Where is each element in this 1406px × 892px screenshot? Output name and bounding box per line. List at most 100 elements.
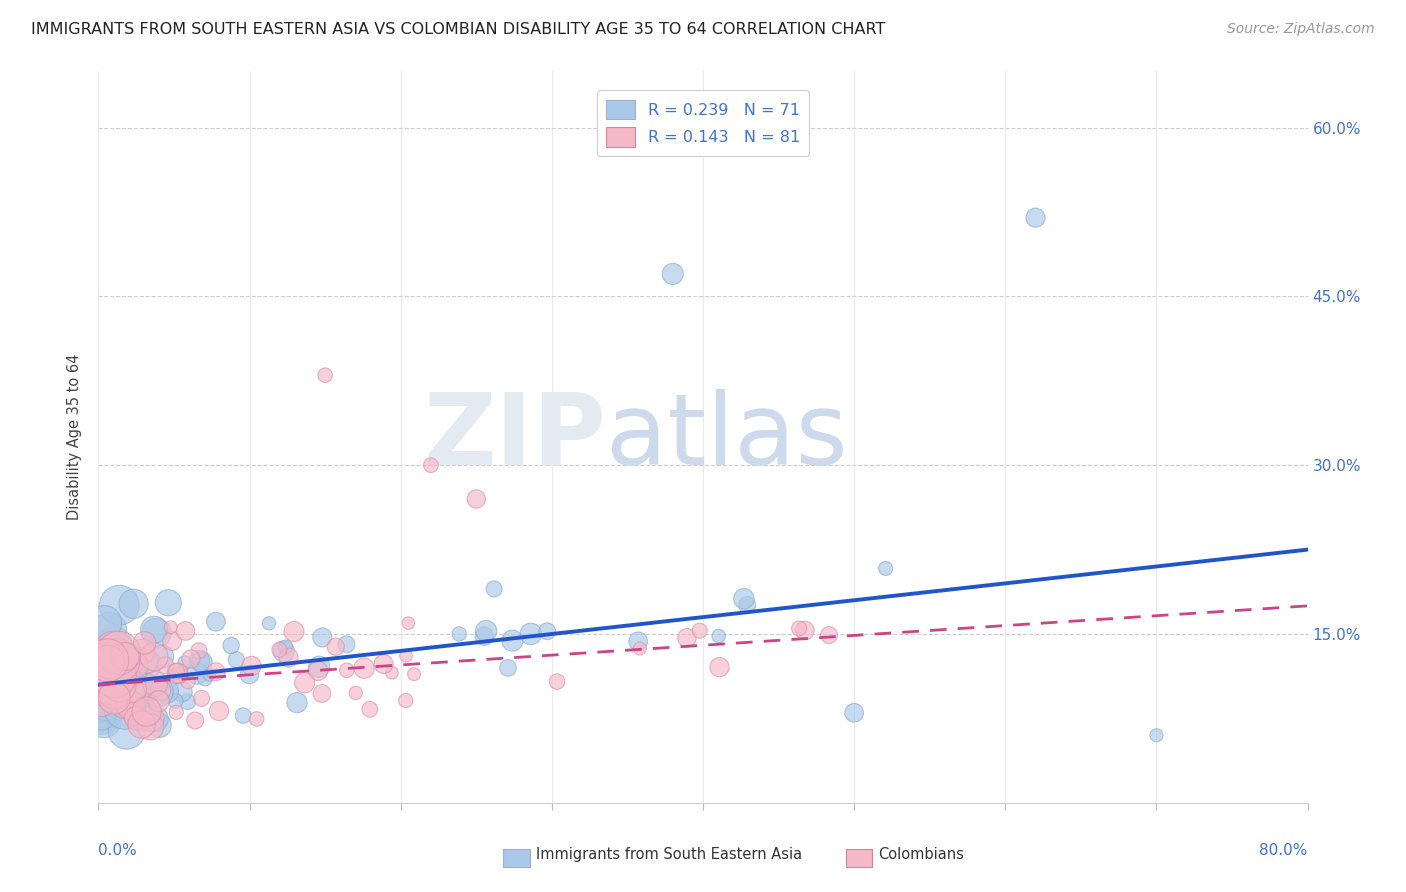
Point: [148, 718, 170, 732]
Point: [103, 690, 125, 705]
Point: [93, 714, 115, 728]
Point: [787, 622, 810, 636]
Point: [186, 666, 208, 681]
Point: [176, 695, 198, 709]
Point: [122, 597, 145, 611]
Point: [143, 677, 166, 691]
Point: [707, 629, 730, 643]
Point: [335, 637, 357, 651]
Point: [146, 684, 169, 698]
Point: [396, 615, 419, 630]
Point: [122, 681, 145, 696]
Point: [100, 659, 122, 673]
Point: [104, 657, 127, 672]
Point: [121, 652, 143, 666]
Text: Colombians: Colombians: [879, 847, 965, 862]
Text: Source: ZipAtlas.com: Source: ZipAtlas.com: [1227, 22, 1375, 37]
Point: [482, 582, 505, 596]
Point: [167, 668, 190, 682]
Point: [131, 674, 153, 689]
Point: [165, 694, 187, 708]
Point: [134, 636, 156, 650]
Point: [420, 458, 443, 473]
Text: 0.0%: 0.0%: [98, 843, 138, 858]
Point: [395, 648, 418, 663]
Point: [449, 627, 471, 641]
Point: [103, 645, 125, 659]
Text: Immigrants from South Eastern Asia: Immigrants from South Eastern Asia: [536, 847, 803, 862]
Point: [170, 684, 193, 698]
Point: [246, 712, 269, 726]
Y-axis label: Disability Age 35 to 64: Disability Age 35 to 64: [67, 354, 83, 520]
Point: [145, 712, 167, 726]
Point: [139, 720, 162, 734]
Point: [818, 628, 841, 642]
Point: [94, 695, 117, 709]
Point: [627, 634, 650, 648]
Point: [733, 591, 755, 606]
Point: [844, 706, 866, 720]
Point: [112, 697, 135, 711]
Point: [194, 672, 217, 686]
Point: [148, 694, 170, 708]
Point: [145, 626, 167, 640]
Point: [107, 646, 129, 660]
Point: [520, 627, 543, 641]
Point: [190, 691, 212, 706]
Point: [184, 714, 207, 728]
Point: [160, 634, 183, 648]
Point: [159, 620, 181, 634]
Point: [141, 711, 163, 725]
Point: [93, 615, 115, 630]
Point: [173, 656, 195, 670]
Point: [114, 702, 136, 716]
Point: [285, 696, 308, 710]
Point: [472, 629, 495, 643]
Point: [311, 686, 333, 700]
Point: [709, 660, 731, 674]
Point: [97, 673, 120, 688]
Point: [155, 658, 177, 673]
Point: [143, 623, 166, 637]
Point: [174, 624, 197, 638]
Point: [90, 708, 112, 723]
Point: [90, 698, 112, 713]
Point: [104, 686, 127, 700]
Point: [240, 659, 263, 673]
Point: [205, 615, 228, 629]
Point: [90, 656, 112, 670]
Point: [344, 686, 367, 700]
Point: [381, 665, 404, 680]
Point: [219, 639, 242, 653]
Point: [90, 695, 112, 709]
Point: [150, 649, 173, 664]
Point: [124, 658, 146, 673]
Point: [115, 723, 138, 738]
Point: [546, 674, 568, 689]
Point: [103, 637, 125, 651]
Point: [98, 622, 121, 636]
Point: [283, 624, 305, 639]
Point: [307, 664, 329, 678]
Point: [314, 368, 336, 383]
Point: [166, 665, 188, 680]
Point: [336, 663, 359, 677]
Point: [135, 681, 157, 696]
Point: [273, 644, 295, 658]
Point: [689, 624, 711, 638]
Point: [274, 640, 297, 654]
Point: [208, 704, 231, 718]
Point: [101, 683, 124, 698]
Text: atlas: atlas: [606, 389, 848, 485]
Point: [180, 652, 202, 666]
Point: [111, 656, 134, 670]
Point: [793, 624, 815, 638]
Point: [98, 662, 121, 676]
Point: [308, 660, 330, 674]
Point: [97, 655, 120, 669]
Point: [108, 679, 131, 693]
Point: [325, 640, 347, 654]
FancyBboxPatch shape: [845, 848, 872, 867]
Point: [373, 657, 395, 671]
Point: [90, 708, 112, 723]
